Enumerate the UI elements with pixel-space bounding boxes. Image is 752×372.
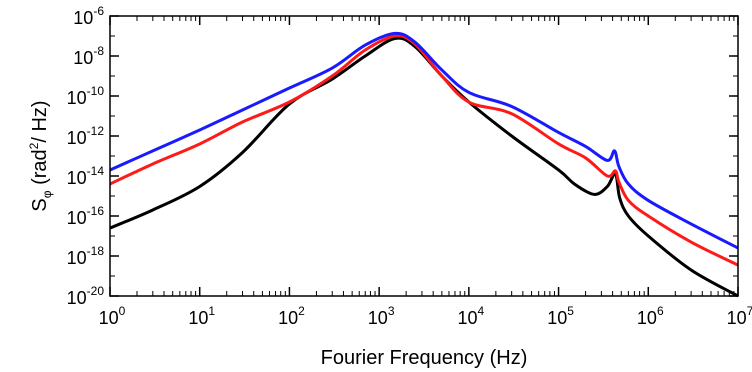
x-axis-title: Fourier Frequency (Hz): [321, 347, 528, 369]
y-axis-title-open: (rad: [29, 149, 51, 190]
x-tick-label: 105: [547, 304, 574, 328]
x-tick-label: 101: [188, 304, 215, 328]
y-axis-title: Sφ (rad2/ Hz): [27, 100, 54, 211]
y-tick-label: 10-14: [67, 164, 105, 188]
x-tick-label: 104: [457, 304, 484, 328]
y-tick-label: 10-10: [67, 84, 105, 108]
y-tick-label: 10-8: [73, 44, 104, 68]
x-tick-label: 106: [637, 304, 664, 328]
x-tick-label: 103: [368, 304, 395, 328]
y-axis-title-close: / Hz): [29, 100, 51, 142]
series-line-3: [109, 36, 739, 298]
y-tick-label: 10-18: [67, 244, 105, 268]
x-tick-label: 100: [99, 304, 126, 328]
x-tick-label: 102: [278, 304, 305, 328]
series-line-1: [109, 31, 739, 250]
y-tick-label: 10-20: [67, 284, 105, 308]
y-axis-title-subscript: φ: [40, 190, 54, 198]
axis-layer: 100 101 102 103 104 105 106 107 10-20 10-18 10-16 1…: [67, 4, 752, 328]
series-line-2: [109, 34, 739, 267]
y-axis-title-superscript: 2: [27, 142, 41, 149]
y-tick-label: 10-6: [73, 4, 104, 28]
series-layer: [109, 31, 739, 298]
y-tick-label: 10-16: [67, 204, 105, 228]
y-axis-title-symbol: S: [29, 198, 51, 211]
x-tick-label: 107: [727, 304, 752, 328]
y-tick-label: 10-12: [67, 124, 105, 148]
